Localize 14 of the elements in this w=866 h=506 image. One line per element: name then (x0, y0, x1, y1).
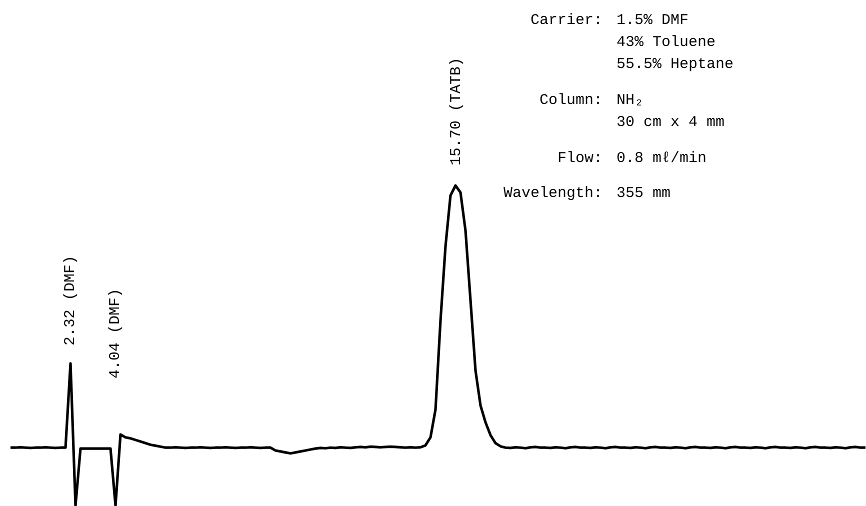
annotation: 355 mm (616, 185, 671, 202)
text: 1.5% DMF (616, 12, 689, 29)
text: 43% Toluene (616, 34, 716, 51)
text: 30 cm x 4 mm (616, 114, 725, 131)
text: Flow: (557, 150, 603, 167)
text: 15.70 (TATB) (448, 57, 465, 166)
text: Carrier: (530, 12, 603, 29)
annotation: 4.04 (DMF) (107, 288, 124, 378)
annotation: 2.32 (DMF) (62, 255, 79, 346)
text: Column: (539, 92, 603, 109)
text: 55.5% Heptane (616, 56, 734, 73)
text: 0.8 mℓ/min (616, 150, 707, 167)
annotation: Wavelength: (503, 185, 603, 202)
text: NH₂ (616, 92, 644, 109)
